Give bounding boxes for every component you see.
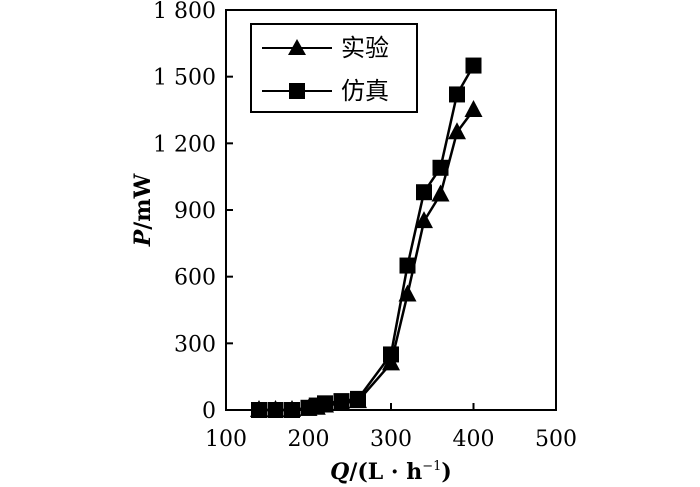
legend-marker-square (289, 83, 305, 99)
x-tick-label: 400 (453, 427, 495, 452)
legend-entry-experiment: 实验 (262, 34, 389, 62)
data-point-square (399, 257, 416, 274)
data-point-triangle (431, 184, 450, 202)
legend-label-experiment: 实验 (341, 34, 389, 62)
data-point-square (432, 159, 449, 176)
y-tick-label: 1 500 (153, 66, 216, 91)
series-line (259, 64, 475, 412)
y-tick-label: 1 800 (153, 0, 216, 24)
y-axis-unit: /mW (130, 173, 156, 229)
y-axis-title: P/mW (130, 173, 156, 247)
data-point-triangle (415, 211, 433, 229)
legend-entry-simulation: 仿真 (262, 77, 389, 105)
y-tick-label: 300 (174, 332, 216, 357)
series-0 (250, 100, 483, 417)
data-point-square (267, 402, 284, 418)
y-tick-label: 900 (174, 199, 216, 224)
data-point-square (251, 402, 267, 418)
y-tick-label: 600 (174, 266, 216, 291)
legend-box (250, 23, 418, 113)
data-point-triangle (398, 284, 417, 302)
series-1 (251, 57, 482, 418)
x-tick-label: 100 (205, 427, 247, 452)
legend: 实验 仿真 (250, 23, 418, 113)
x-axis-unit-exponent: −1 (422, 459, 441, 474)
data-point-triangle (464, 100, 483, 117)
y-axis-symbol: P (130, 228, 156, 247)
x-tick-label: 200 (288, 427, 330, 452)
data-point-square (449, 86, 465, 103)
legend-marker-triangle (288, 39, 306, 55)
y-tick-label: 0 (202, 399, 216, 424)
data-point-square (465, 57, 482, 74)
y-tick-label: 1 200 (153, 132, 216, 157)
y-axis-ticks: 0 300 600 900 1 200 1 500 1 800 (153, 0, 233, 424)
data-point-square (333, 393, 350, 410)
x-tick-label: 500 (535, 427, 577, 452)
x-axis-unit-prefix: /(L · h (349, 459, 422, 485)
data-point-square (350, 390, 366, 407)
data-point-square (416, 184, 432, 201)
x-axis-symbol: Q (330, 459, 349, 485)
data-point-square (383, 346, 399, 363)
legend-label-simulation: 仿真 (341, 77, 389, 105)
x-axis-title: Q/(L · h−1) (330, 459, 452, 485)
x-axis-unit-suffix: ) (441, 459, 451, 485)
series-line (259, 109, 475, 412)
data-point-triangle (448, 122, 466, 140)
series-layer (250, 57, 483, 418)
x-tick-label: 300 (370, 427, 412, 452)
data-point-square (317, 395, 333, 412)
data-point-square (284, 402, 300, 418)
